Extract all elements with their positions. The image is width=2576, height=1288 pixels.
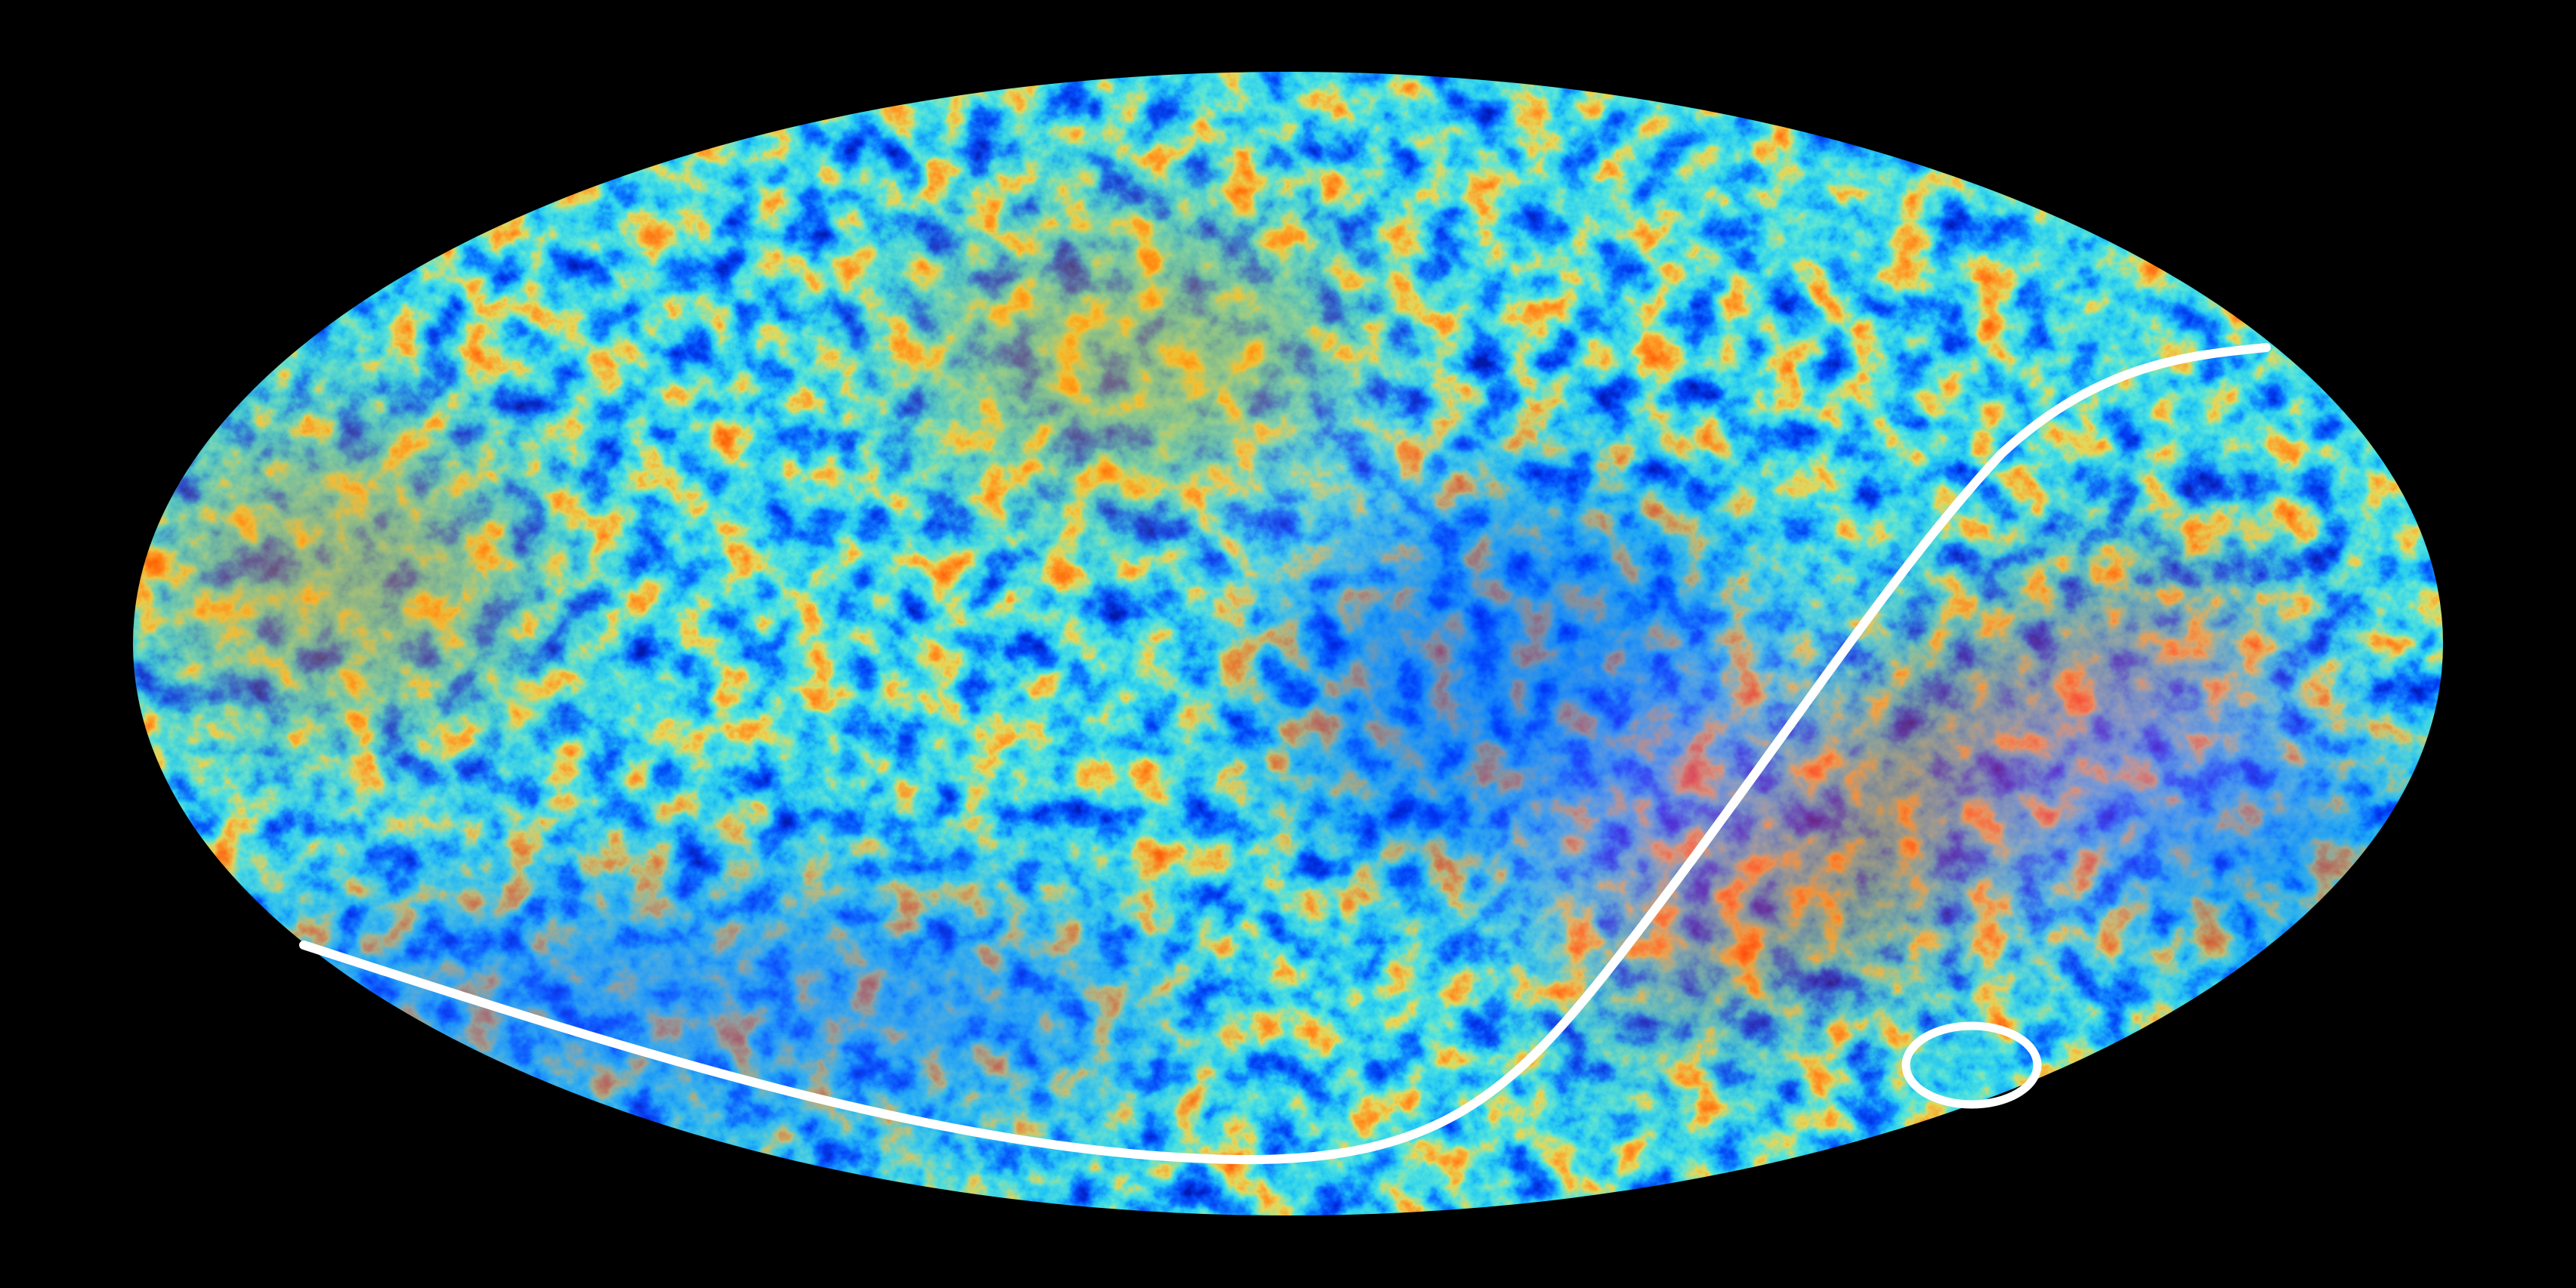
cold-spot-marker [1901,1021,2042,1109]
sky-ellipse [133,72,2443,1215]
boundary-curve [299,343,2271,1165]
large-scale-structure [144,219,2425,1126]
